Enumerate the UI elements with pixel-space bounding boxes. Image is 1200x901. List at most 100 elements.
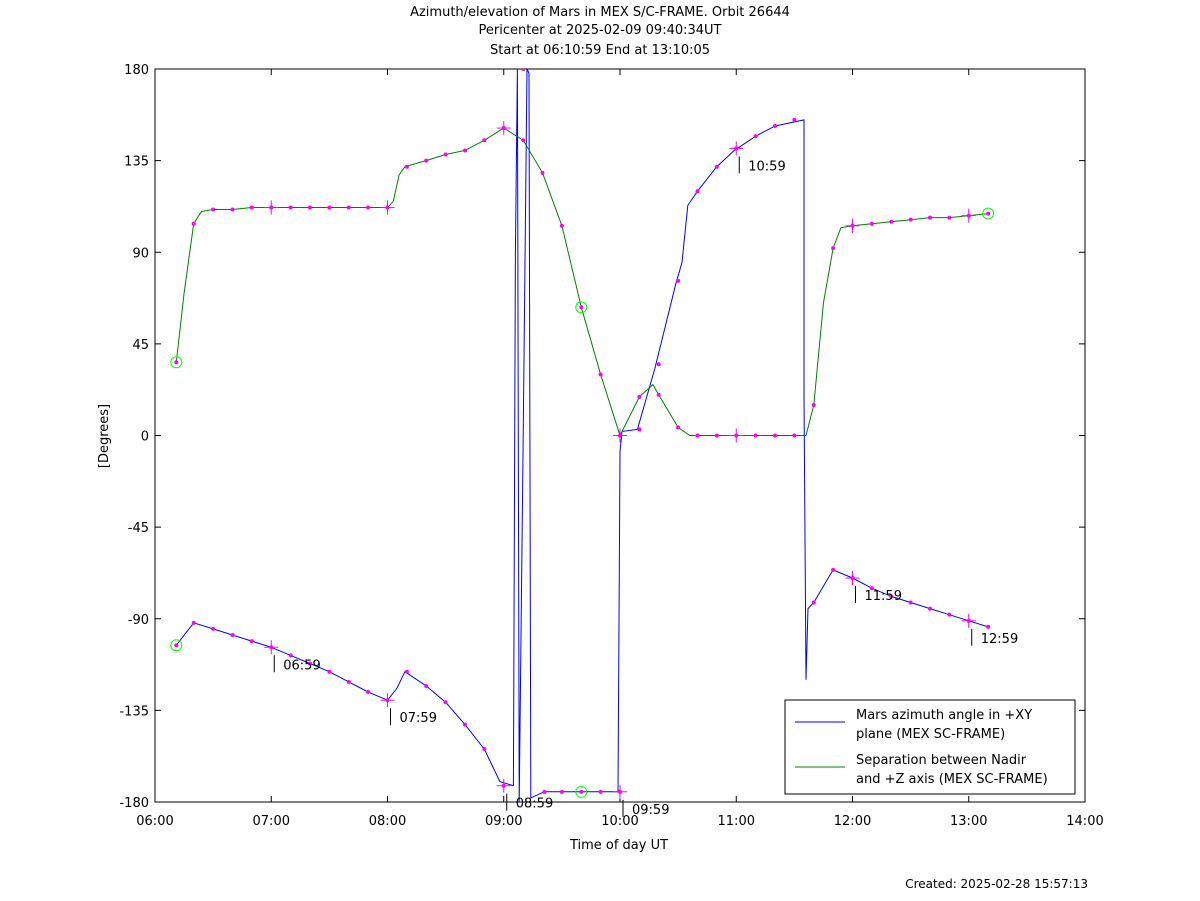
series-1-point	[521, 69, 526, 71]
series-2-point	[404, 164, 409, 169]
series-1-point	[908, 600, 913, 605]
series-2-point	[288, 205, 293, 210]
y-tick-label: 90	[132, 246, 149, 261]
series-line-2	[175, 127, 989, 437]
y-tick-label: -180	[119, 796, 149, 811]
series-2-hour-cross	[380, 200, 395, 215]
series-2-point	[831, 246, 836, 251]
axis-ticks: 06:00 07:00 08:00 09:00 10:00 11:00 12:00 13:00…	[119, 63, 1103, 829]
series-2-point	[676, 425, 681, 430]
series-2-endpoint-circle	[982, 207, 995, 220]
series-layer	[170, 69, 995, 802]
series-2-point	[327, 205, 332, 210]
series-2-endpoint-circle	[170, 356, 183, 369]
series-1-point	[346, 679, 351, 684]
series-1-point	[443, 700, 448, 705]
series-2-point	[211, 207, 216, 212]
series-2-hour-cross	[496, 121, 511, 136]
series-1-point	[327, 669, 332, 674]
time-annotation: 08:59	[506, 793, 553, 812]
series-1-point	[174, 643, 179, 648]
series-1-point	[211, 626, 216, 631]
series-1-point	[482, 747, 487, 752]
y-tick-label: -135	[119, 704, 149, 719]
series-2-point	[230, 207, 235, 212]
legend-label-1-line1: Mars azimuth angle in +XY	[856, 708, 1032, 723]
series-1-point	[792, 117, 797, 122]
y-tick-label: 135	[124, 155, 149, 170]
series-1-point	[598, 789, 603, 794]
series-2-hour-cross	[845, 218, 860, 233]
legend: Mars azimuth angle in +XY plane (MEX SC-F…	[784, 699, 1076, 795]
series-2-point	[695, 433, 700, 438]
x-tick-label: 11:00	[718, 814, 755, 829]
time-annotation: 12:59	[971, 628, 1018, 647]
x-tick-label: 07:00	[253, 814, 290, 829]
series-1-point	[542, 789, 547, 794]
series-2-point	[753, 433, 758, 438]
series-1-point	[249, 639, 254, 644]
series-2-point	[656, 392, 661, 397]
series-2-point	[947, 215, 952, 220]
annotation-layer: 06:59 07:59 08:59 09:59 10:59 11:59 12:59	[273, 156, 1018, 818]
legend-box	[784, 699, 1076, 795]
series-1-point	[714, 164, 719, 169]
series-1-hour-cross	[961, 613, 976, 628]
series-2-point	[637, 394, 642, 399]
series-2-point	[889, 219, 894, 224]
series-1-hour-cross	[613, 784, 627, 799]
series-2-point	[908, 217, 913, 222]
series-2-hour-cross	[264, 200, 279, 215]
series-2-point	[772, 433, 777, 438]
legend-label-2-line2: and +Z axis (MEX SC-FRAME)	[856, 772, 1048, 787]
time-annotation: 07:59	[390, 708, 437, 726]
series-2-endpoint-circle	[575, 301, 588, 314]
annotation-label: 11:59	[865, 589, 902, 604]
series-2-point	[463, 148, 468, 153]
series-2-point	[559, 223, 564, 228]
series-1-point	[307, 661, 312, 666]
series-1-point	[831, 567, 836, 572]
x-tick-label: 10:00	[601, 814, 638, 829]
series-2-hour-cross	[613, 428, 627, 443]
series-1-hour-cross	[845, 571, 860, 586]
series-1-point	[559, 789, 564, 794]
y-tick-label: 0	[141, 430, 149, 445]
series-1-point	[811, 600, 816, 605]
series-2-hour-cross	[729, 428, 744, 443]
series-2-point	[928, 215, 933, 220]
annotation-label: 06:59	[283, 658, 320, 673]
annotation-label: 07:59	[400, 711, 437, 726]
chart-title: Azimuth/elevation of Mars in MEX S/C-FRA…	[410, 5, 790, 20]
series-2-point	[869, 221, 874, 226]
series-2-point	[986, 211, 991, 216]
series-1-point	[753, 134, 758, 139]
series-1-point	[676, 278, 681, 283]
series-2-point	[346, 205, 351, 210]
series-1-point	[288, 653, 293, 658]
series-1-point	[947, 612, 952, 617]
series-1-point	[230, 633, 235, 638]
series-2-point	[714, 433, 719, 438]
series-2-point	[443, 152, 448, 157]
time-annotation: 06:59	[273, 655, 321, 673]
series-1-point	[869, 586, 874, 591]
time-annotation: 09:59	[622, 799, 669, 818]
y-tick-label: 45	[132, 338, 149, 353]
chart-subtitle-start-end: Start at 06:10:59 End at 13:10:05	[489, 43, 711, 58]
annotation-label: 08:59	[516, 797, 553, 812]
y-tick-label: 180	[124, 63, 149, 78]
series-2-point	[598, 372, 603, 377]
series-2-point	[540, 170, 545, 175]
y-tick-label: -45	[128, 521, 149, 536]
series-1-point	[656, 362, 661, 367]
x-tick-label: 08:00	[369, 814, 406, 829]
series-1-point	[889, 594, 894, 599]
x-tick-label: 12:00	[834, 814, 871, 829]
series-1-point	[579, 789, 584, 794]
series-2-point	[249, 205, 254, 210]
series-2-hour-cross	[961, 208, 976, 223]
legend-label-1-line2: plane (MEX SC-FRAME)	[856, 727, 1005, 742]
series-2-point	[792, 433, 797, 438]
